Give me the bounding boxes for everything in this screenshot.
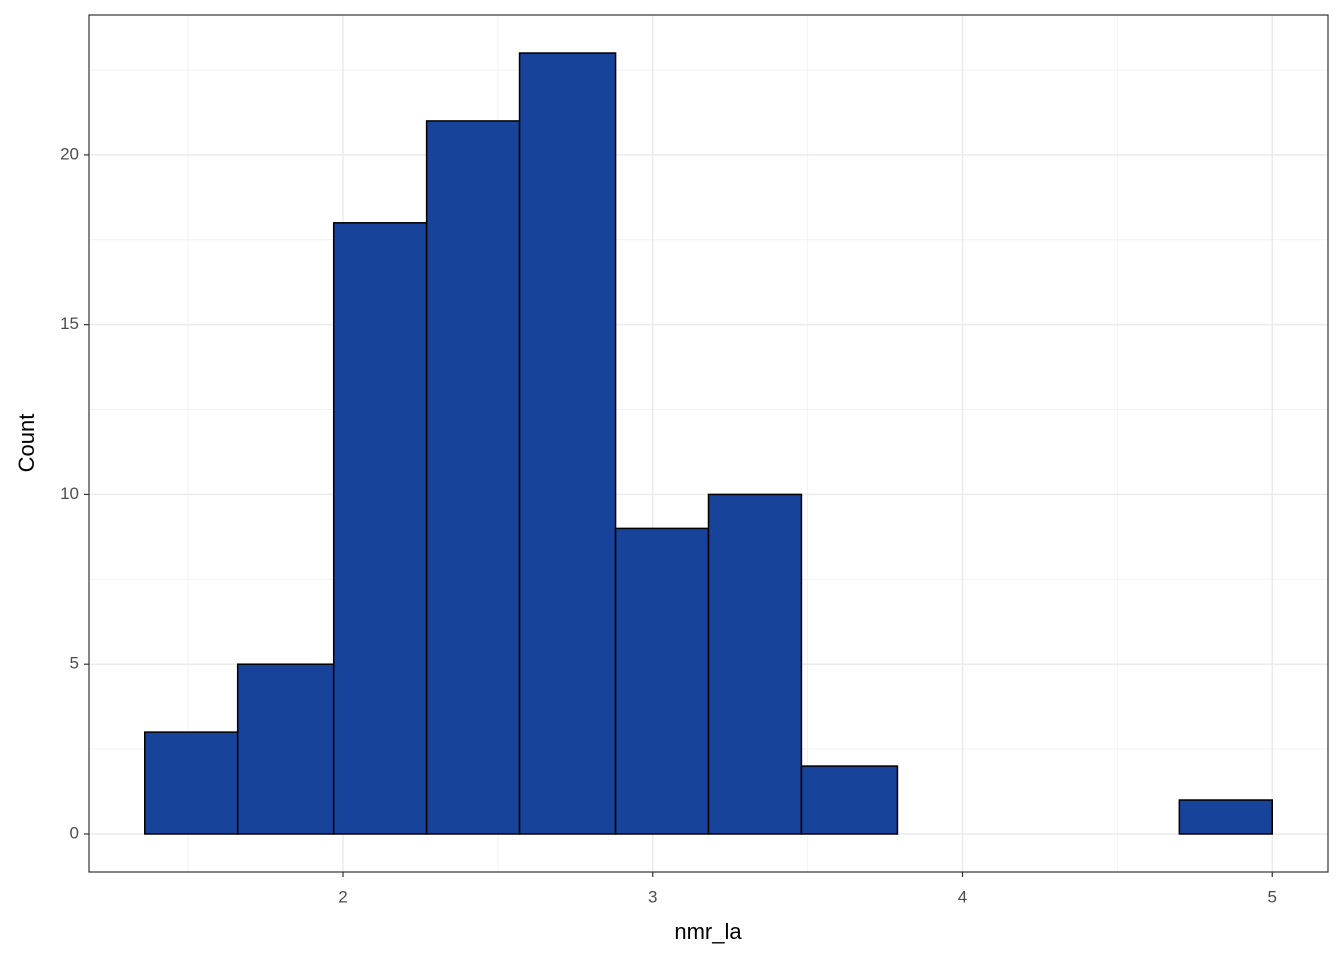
x-tick-label: 2 xyxy=(338,887,347,906)
y-axis-label: Count xyxy=(14,414,39,473)
y-tick-label: 5 xyxy=(70,654,79,673)
bar xyxy=(332,222,428,835)
bar xyxy=(707,493,803,835)
x-tick-label: 5 xyxy=(1268,887,1277,906)
bar xyxy=(144,731,239,835)
x-axis-label: nmr_la xyxy=(674,919,742,944)
panel-border xyxy=(88,14,1329,873)
bar xyxy=(1178,799,1273,835)
y-tick-label: 15 xyxy=(60,314,79,333)
bar xyxy=(800,765,899,835)
y-tick-label: 10 xyxy=(60,484,79,503)
bar xyxy=(425,120,521,835)
bar xyxy=(614,527,710,835)
y-tick-label: 0 xyxy=(70,823,79,842)
bar xyxy=(236,663,335,835)
bar xyxy=(518,52,617,835)
x-tick-label: 3 xyxy=(648,887,657,906)
x-tick-label: 4 xyxy=(958,887,967,906)
y-tick-label: 20 xyxy=(60,144,79,163)
